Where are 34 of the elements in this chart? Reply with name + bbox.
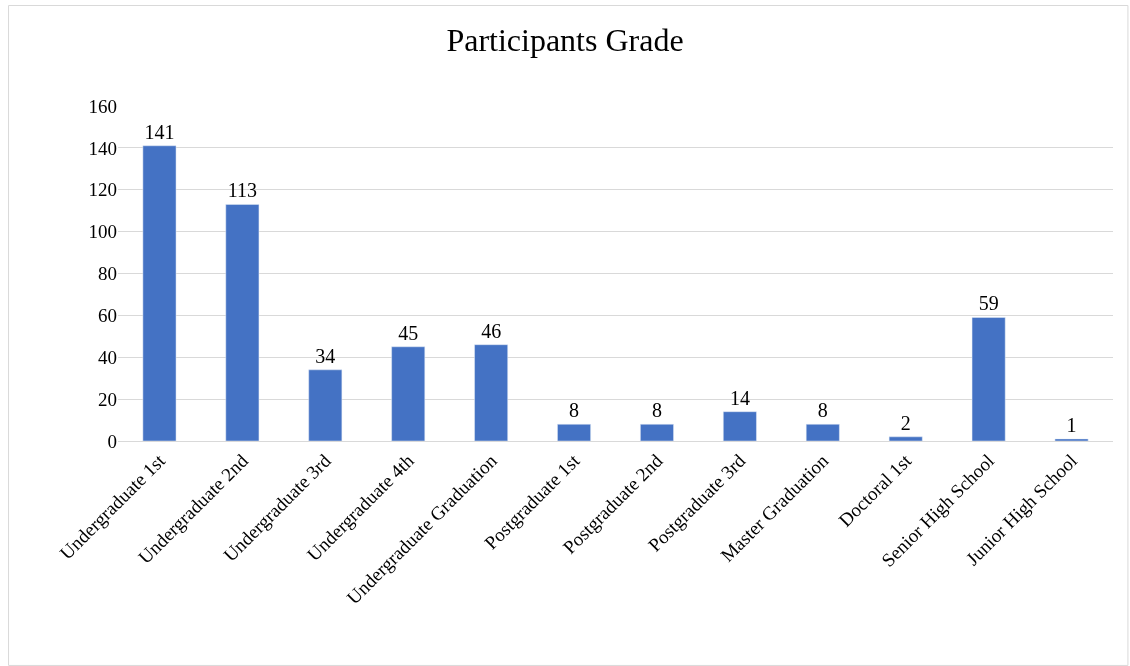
bar: [474, 344, 508, 441]
data-label: 59: [978, 292, 999, 315]
bar: [391, 346, 426, 441]
data-label: 34: [315, 344, 336, 367]
bar: [1054, 438, 1089, 441]
bar: [225, 204, 260, 441]
bar: [308, 369, 343, 441]
y-tick-label: 160: [88, 95, 117, 117]
data-label: 8: [817, 399, 828, 422]
data-label: 2: [900, 411, 911, 434]
data-label: 8: [569, 399, 580, 422]
bar: [723, 411, 757, 441]
y-tick-label: 40: [98, 346, 117, 368]
y-tick-label: 0: [107, 430, 117, 452]
bar: [805, 424, 840, 441]
y-tick-label: 80: [98, 263, 117, 285]
bar: [640, 424, 674, 441]
data-label: 14: [729, 386, 750, 409]
y-tick-label: 20: [98, 388, 117, 410]
bar: [971, 317, 1006, 441]
bar: [557, 424, 591, 441]
bar: [142, 145, 177, 441]
data-label: 141: [144, 120, 175, 143]
data-label: 8: [651, 399, 662, 422]
data-label: 1: [1066, 413, 1077, 436]
y-tick-label: 100: [88, 221, 117, 243]
data-label: 45: [398, 321, 419, 344]
y-tick-label: 60: [98, 305, 117, 327]
y-tick-label: 120: [88, 179, 117, 201]
chart-title: Participants Grade: [446, 22, 684, 59]
data-label: 113: [227, 179, 258, 202]
y-tick-label: 140: [88, 137, 117, 159]
data-label: 46: [481, 319, 502, 342]
bar: [888, 436, 923, 441]
